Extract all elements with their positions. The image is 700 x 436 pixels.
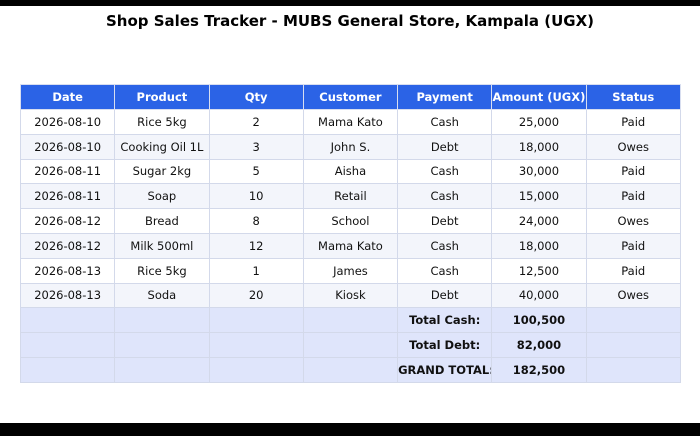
- cell-customer: Retail: [302, 183, 399, 210]
- cell-product: Bread: [114, 208, 210, 234]
- cell-product: Cooking Oil 1L: [114, 133, 210, 160]
- total-debt-label: Total Debt:: [397, 332, 493, 358]
- grand-total-label: GRAND TOTAL:: [397, 356, 493, 383]
- cell-date: 2026-08-12: [19, 208, 116, 234]
- cell-product: Soap: [114, 183, 210, 210]
- cell-amount: 30,000: [491, 158, 587, 185]
- cell-date: 2026-08-10: [19, 133, 116, 160]
- grand-total-value: 182,500: [491, 356, 587, 383]
- cell-payment: Cash: [397, 109, 493, 135]
- cell-amount: 15,000: [491, 183, 587, 210]
- col-header-payment: Payment: [397, 84, 493, 110]
- top-border: [0, 0, 700, 6]
- cell-payment: Debt: [397, 208, 493, 234]
- cell-date: 2026-08-11: [19, 183, 116, 210]
- total-debt-row: Total Debt: 82,000: [19, 332, 681, 358]
- total-cash-row: Total Cash: 100,500: [19, 307, 681, 334]
- col-header-amount: Amount (UGX): [491, 84, 587, 110]
- cell-status: Owes: [585, 282, 681, 309]
- col-header-date: Date: [19, 84, 116, 110]
- col-header-product: Product: [114, 84, 210, 110]
- cell-payment: Debt: [397, 282, 493, 309]
- table-row: 2026-08-12 Milk 500ml 12 Mama Kato Cash 18,00…: [19, 232, 681, 259]
- cell-date: 2026-08-10: [19, 109, 116, 135]
- cell-customer: Mama Kato: [302, 232, 399, 259]
- cell-payment: Cash: [397, 232, 493, 259]
- header-row: Date Product Qty Customer Payment Amount…: [19, 84, 681, 110]
- cell-qty: 1: [208, 257, 304, 284]
- cell-date: 2026-08-11: [19, 158, 116, 185]
- table-row: 2026-08-12 Bread 8 School Debt 24,000 Owes: [19, 208, 681, 234]
- table-row: 2026-08-13 Rice 5kg 1 James Cash 12,500 Paid: [19, 257, 681, 284]
- grand-total-row: GRAND TOTAL: 182,500: [19, 356, 681, 383]
- cell-product: Milk 500ml: [114, 232, 210, 259]
- cell-date: 2026-08-13: [19, 282, 116, 309]
- table-row: 2026-08-10 Rice 5kg 2 Mama Kato Cash 25,000 Pa…: [19, 109, 681, 135]
- cell-qty: 3: [208, 133, 304, 160]
- cell-amount: 25,000: [491, 109, 587, 135]
- cell-product: Soda: [114, 282, 210, 309]
- col-header-status: Status: [585, 84, 681, 110]
- cell-status: Paid: [585, 158, 681, 185]
- total-cash-value: 100,500: [491, 307, 587, 334]
- cell-date: 2026-08-13: [19, 257, 116, 284]
- cell-payment: Cash: [397, 257, 493, 284]
- col-header-qty: Qty: [208, 84, 304, 110]
- cell-amount: 18,000: [491, 133, 587, 160]
- cell-qty: 8: [208, 208, 304, 234]
- cell-status: Paid: [585, 109, 681, 135]
- cell-customer: School: [302, 208, 399, 234]
- cell-status: Owes: [585, 208, 681, 234]
- col-header-customer: Customer: [302, 84, 399, 110]
- cell-qty: 10: [208, 183, 304, 210]
- table-row: 2026-08-11 Soap 10 Retail Cash 15,000 Paid: [19, 183, 681, 210]
- cell-amount: 24,000: [491, 208, 587, 234]
- total-cash-label: Total Cash:: [397, 307, 493, 334]
- cell-product: Rice 5kg: [114, 109, 210, 135]
- total-debt-value: 82,000: [491, 332, 587, 358]
- cell-customer: James: [302, 257, 399, 284]
- bottom-border: [0, 423, 700, 436]
- table-row: 2026-08-11 Sugar 2kg 5 Aisha Cash 30,000 Paid: [19, 158, 681, 185]
- cell-status: Paid: [585, 257, 681, 284]
- sales-table: Date Product Qty Customer Payment Amount…: [19, 84, 681, 383]
- cell-qty: 2: [208, 109, 304, 135]
- cell-payment: Cash: [397, 183, 493, 210]
- cell-qty: 12: [208, 232, 304, 259]
- table-row: 2026-08-13 Soda 20 Kiosk Debt 40,000 Owes: [19, 282, 681, 309]
- cell-customer: John S.: [302, 133, 399, 160]
- cell-amount: 12,500: [491, 257, 587, 284]
- cell-status: Owes: [585, 133, 681, 160]
- cell-amount: 40,000: [491, 282, 587, 309]
- cell-customer: Aisha: [302, 158, 399, 185]
- cell-product: Rice 5kg: [114, 257, 210, 284]
- cell-payment: Cash: [397, 158, 493, 185]
- cell-status: Paid: [585, 183, 681, 210]
- page-title: Shop Sales Tracker - MUBS General Store,…: [106, 12, 594, 30]
- table-row: 2026-08-10 Cooking Oil 1L 3 John S. Debt 18,0…: [19, 133, 681, 160]
- cell-status: Paid: [585, 232, 681, 259]
- cell-product: Sugar 2kg: [114, 158, 210, 185]
- cell-qty: 20: [208, 282, 304, 309]
- cell-customer: Mama Kato: [302, 109, 399, 135]
- cell-qty: 5: [208, 158, 304, 185]
- cell-payment: Debt: [397, 133, 493, 160]
- cell-date: 2026-08-12: [19, 232, 116, 259]
- cell-customer: Kiosk: [302, 282, 399, 309]
- cell-amount: 18,000: [491, 232, 587, 259]
